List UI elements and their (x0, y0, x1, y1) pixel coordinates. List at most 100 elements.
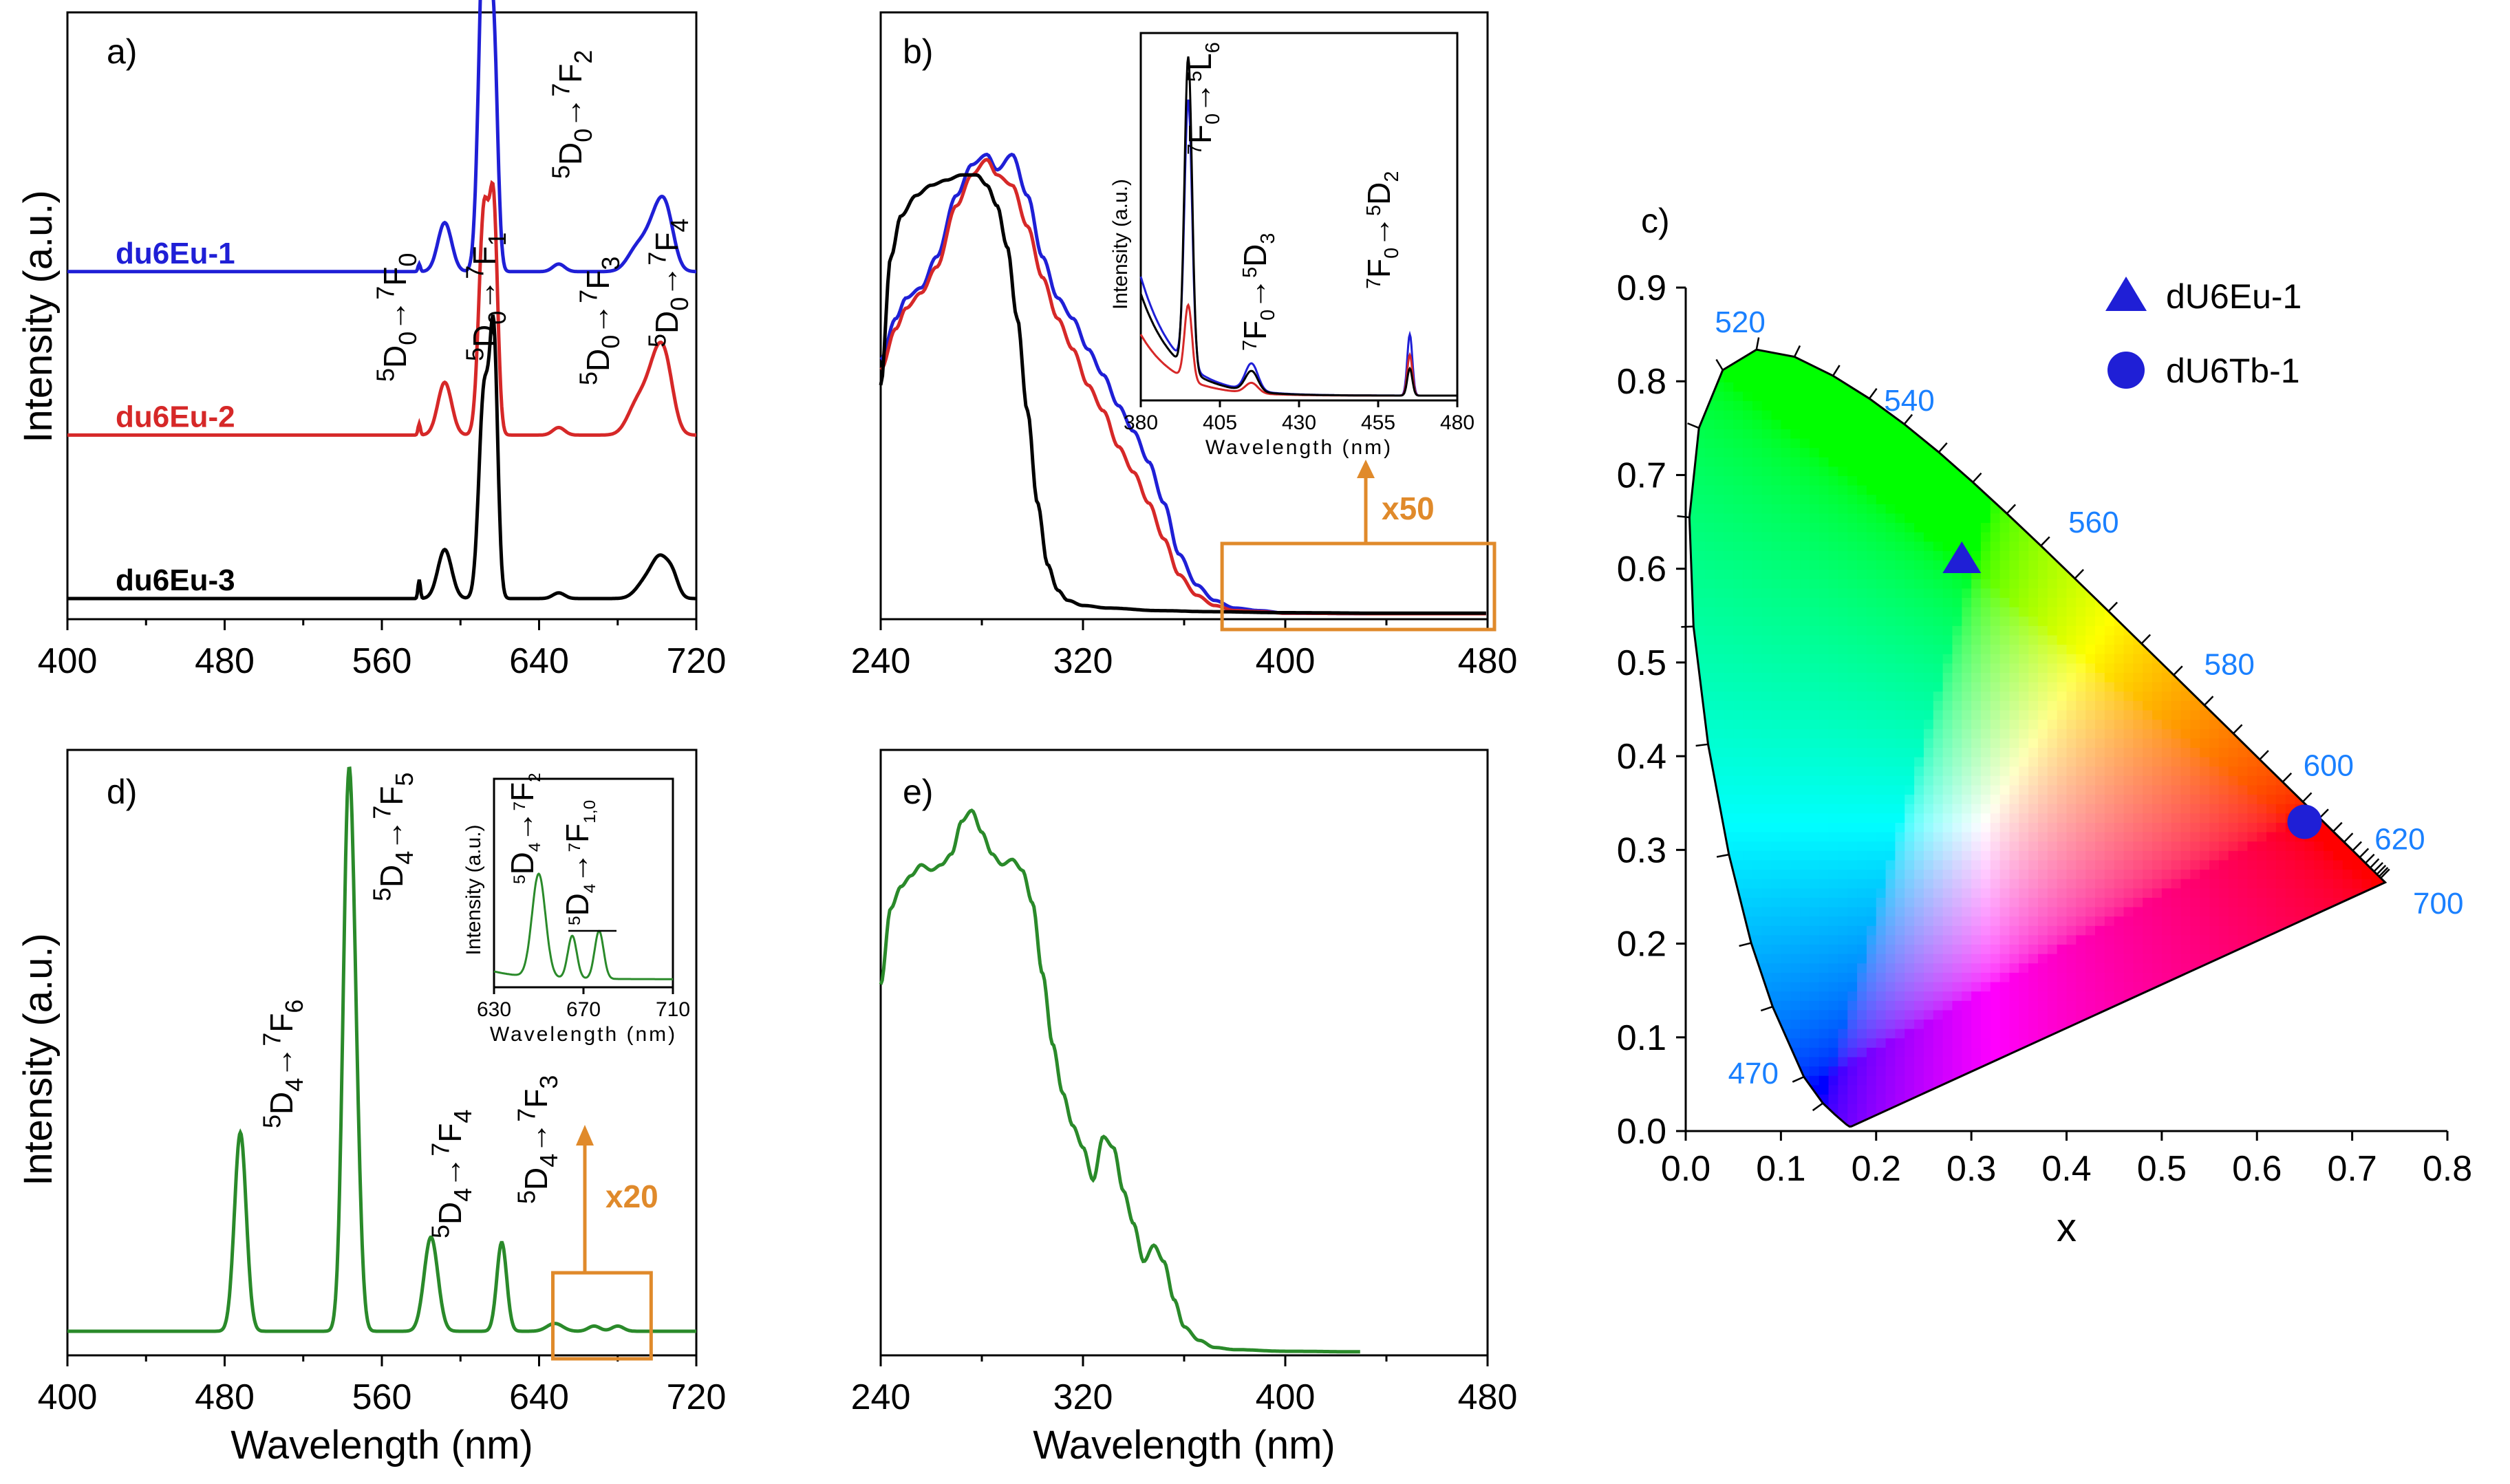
panel-c-gamut-cell (1990, 765, 2002, 776)
panel-c-gamut-cell (2028, 878, 2039, 889)
panel-a-transition-label-part: 7 (461, 266, 489, 279)
panel-c-gamut-cell (2105, 334, 2115, 345)
panel-c-gamut-cell (1857, 850, 1868, 861)
panel-c-gamut-cell (1923, 709, 1935, 720)
panel-c-gamut-cell (1838, 1046, 1849, 1057)
panel-c-gamut-cell (1999, 775, 2010, 786)
panel-c-gamut-cell (1724, 353, 1735, 364)
panel-c-gamut-cell (2057, 559, 2068, 570)
panel-c-gamut-cell (2123, 887, 2134, 898)
panel-c-gamut-cell (1962, 775, 1973, 786)
panel-c-gamut-cell (1724, 437, 1735, 449)
panel-c-gamut-cell (2190, 934, 2201, 945)
panel-c-gamut-cell (1695, 350, 1706, 354)
panel-c-gamut-cell (1942, 484, 1953, 495)
panel-c-gamut-cell (2066, 803, 2077, 814)
panel-c-gamut-cell (1942, 971, 1953, 982)
panel-c-gamut-cell (2123, 1037, 2134, 1048)
panel-c-gamut-cell (1733, 831, 1744, 842)
panel-c-gamut-cell (1761, 821, 1773, 832)
panel-c-gamut-cell (1733, 587, 1744, 599)
panel-c-gamut-cell (1743, 728, 1754, 739)
panel-c-gamut-cell (1781, 906, 1792, 917)
panel-c-gamut-cell (2133, 428, 2144, 439)
panel-c-gamut-cell (1885, 915, 1896, 926)
panel-c-gamut-cell (1962, 606, 1973, 617)
panel-c-gamut-cell (1800, 737, 1811, 748)
panel-a-transition-label-part: D (649, 311, 685, 334)
panel-c-gamut-cell (2019, 690, 2030, 701)
panel-c-gamut-cell (1933, 746, 1944, 757)
panel-c-gamut-cell (1800, 1056, 1811, 1067)
panel-c-gamut-cell (1819, 484, 1830, 495)
panel-c-gamut-cell (1876, 859, 1887, 870)
panel-c-gamut-cell (1771, 353, 1782, 364)
panel-c-gamut-cell (2133, 662, 2144, 674)
panel-c-gamut-cell (2218, 1084, 2230, 1095)
panel-c-gamut-cell (1885, 793, 1896, 804)
panel-c-gamut-cell (1923, 1112, 1935, 1123)
panel-c-gamut-cell (1885, 812, 1896, 823)
panel-c-gamut-cell (1689, 1065, 1697, 1076)
panel-c-gamut-cell (1962, 1000, 1973, 1011)
panel-c-gamut-cell (2095, 353, 2106, 364)
panel-c-gamut-cell (1914, 906, 1925, 917)
panel-c-gamut-cell (1905, 550, 1916, 561)
panel-c-gamut-cell (1847, 850, 1858, 861)
panel-c-gamut-cell (2095, 690, 2106, 701)
panel-c-gamut-cell (1704, 971, 1716, 982)
panel-c-gamut-cell (1790, 1028, 1801, 1039)
panel-c-gamut-cell (1761, 775, 1773, 786)
panel-c-gamut-cell (1689, 1084, 1697, 1095)
panel-a-series-label-du6Eu-1: du6Eu-1 (116, 237, 235, 270)
panel-c-gamut-cell (2180, 756, 2191, 767)
panel-c-gamut-cell (1942, 681, 1953, 692)
panel-c-gamut-cell (1781, 859, 1792, 870)
panel-c-gamut-cell (1790, 775, 1801, 786)
panel-c-gamut-cell (2047, 390, 2059, 401)
panel-c-gamut-cell (2095, 400, 2106, 411)
panel-c-gamut-cell (2171, 718, 2182, 729)
panel-c-gamut-cell (1942, 615, 1953, 626)
panel-c-gamut-cell (1999, 746, 2010, 757)
panel-c-gamut-cell (1847, 690, 1858, 701)
panel-c-gamut-cell (1905, 334, 1915, 345)
panel-c-gamut-cell (1724, 521, 1735, 533)
panel-c-gamut-cell (1980, 728, 1992, 739)
panel-c-gamut-cell (2123, 521, 2134, 533)
panel-c-gamut-cell (1809, 700, 1821, 711)
panel-c-gamut-cell (1999, 596, 2010, 607)
panel-c-gamut-cell (1971, 634, 1982, 645)
panel-c-gamut-cell (2028, 334, 2039, 345)
panel-c-gamut-cell (1733, 615, 1744, 626)
panel-c-gamut-cell (1752, 521, 1763, 533)
panel-c-gamut-cell (2028, 1018, 2039, 1029)
panel-a-transition-label-part: F (649, 233, 685, 252)
panel-c-gamut-cell (1980, 418, 1992, 429)
panel-c-gamut-cell (2066, 737, 2077, 748)
panel-b-inset-transition-label-part: L (1182, 53, 1218, 71)
panel-c-gamut-cell (1800, 831, 1811, 842)
panel-c-gamut-cell (1914, 925, 1925, 936)
panel-c-gamut-cell (1689, 896, 1697, 907)
panel-c-gamut-cell (2047, 475, 2059, 486)
panel-c-gamut-cell (2066, 1028, 2077, 1039)
panel-c-gamut-cell (1923, 350, 1935, 354)
panel-c-gamut-cell (1905, 503, 1916, 514)
panel-c-gamut-cell (1714, 868, 1725, 879)
panel-c-gamut-cell (1689, 400, 1697, 411)
panel-c-gamut-cell (2133, 812, 2144, 823)
panel-c-gamut-cell (1733, 512, 1744, 524)
panel-c-gamut-cell (2133, 606, 2144, 617)
panel-c-gamut-cell (1695, 465, 1706, 476)
panel-c-gamut-cell (1991, 325, 2001, 335)
panel-c-gamut-cell (2066, 1084, 2077, 1095)
panel-c-gamut-cell (1857, 709, 1868, 720)
panel-c-gamut-cell (1733, 934, 1744, 945)
panel-c-gamut-cell (1743, 971, 1754, 982)
panel-c-gamut-cell (2152, 596, 2163, 607)
panel-c-gamut-cell (1866, 1000, 1878, 1011)
panel-a-transition-label: 5D0→7F0 (372, 253, 422, 382)
panel-c-gamut-cell (2019, 390, 2030, 401)
panel-c-gamut-cell (2037, 353, 2049, 364)
